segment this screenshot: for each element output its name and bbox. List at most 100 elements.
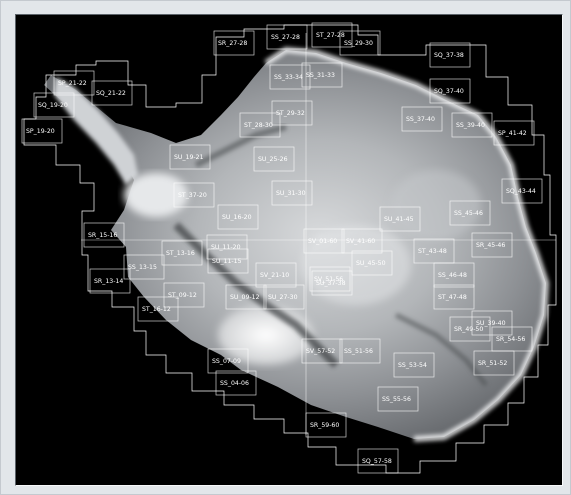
tile-label-su-16-20: SU_16-20 bbox=[222, 214, 252, 221]
tile-box-sr-45-46 bbox=[471, 232, 513, 258]
tile-box-su-16-20 bbox=[217, 204, 259, 230]
tile-box-su-25-26 bbox=[253, 146, 295, 172]
tile-box-st-47-48 bbox=[433, 284, 475, 310]
tile-label-su-25-26: SU_25-26 bbox=[258, 156, 288, 163]
coastal-fringe bbox=[264, 46, 550, 442]
tile-label-st-37-20: ST_37-20 bbox=[178, 192, 207, 199]
tile-label-sq-37-40: SQ_37-40 bbox=[434, 88, 464, 95]
tile-box-ss-13-15 bbox=[123, 254, 165, 280]
tile-box-ss-46-48 bbox=[433, 262, 475, 288]
tile-box-st-13-16 bbox=[161, 240, 203, 266]
tile-box-ss-33-34 bbox=[269, 64, 311, 90]
tile-label-st-28-30: ST_28-30 bbox=[244, 122, 273, 129]
tile-box-sq-19-20 bbox=[33, 92, 75, 118]
tile-label-ss-53-54: SS_53-54 bbox=[398, 362, 427, 369]
ronne-ice-shelf bbox=[124, 173, 188, 217]
tile-label-su-11-15: SU_11-15 bbox=[212, 258, 242, 265]
tile-label-sr-54-56: SR_54-56 bbox=[496, 336, 525, 343]
tile-label-sr-13-14: SR_13-14 bbox=[94, 278, 123, 285]
tile-label-ss-07-09: SS_07-09 bbox=[212, 358, 241, 365]
tile-label-sv-51-56: SV_51-56 bbox=[314, 276, 343, 283]
tile-box-ss-51-56 bbox=[339, 338, 381, 364]
tile-box-ss-31-33 bbox=[301, 62, 343, 88]
tile-box-su-31-30 bbox=[271, 180, 313, 206]
tile-label-ss-51-56: SS_51-56 bbox=[344, 348, 373, 355]
tile-box-sv-01-60 bbox=[303, 228, 345, 254]
tile-box-sq-21-22 bbox=[91, 80, 133, 106]
tile-label-sq-37-38: SQ_37-38 bbox=[434, 52, 464, 59]
ross-ice-shelf bbox=[218, 305, 314, 365]
tile-label-su-37-38: SU_37-38 bbox=[316, 280, 346, 287]
tile-box-sp-19-20 bbox=[21, 118, 63, 144]
tile-box-sv-21-10 bbox=[255, 262, 297, 288]
tile-label-su-41-45: SU_41-45 bbox=[384, 216, 414, 223]
tile-label-st-29-32: ST_29-32 bbox=[276, 110, 305, 117]
tile-box-ss-53-54 bbox=[393, 352, 435, 378]
tile-label-su-11-20: SU_11-20 bbox=[211, 244, 241, 251]
tile-label-st-43-48: ST_43-48 bbox=[418, 248, 447, 255]
tile-box-su-11-20 bbox=[206, 234, 248, 260]
tile-label-sv-41-60: SV_41-60 bbox=[346, 238, 375, 245]
tile-mosaic-boundary bbox=[23, 24, 557, 474]
tile-label-sr-59-60: SR_59-60 bbox=[310, 422, 339, 429]
tile-label-ss-04-06: SS_04-06 bbox=[220, 380, 249, 387]
tile-box-su-39-40 bbox=[471, 310, 513, 336]
tile-box-su-19-21 bbox=[169, 144, 211, 170]
tile-box-st-16-12 bbox=[137, 296, 179, 322]
tile-label-sr-27-28: SR_27-28 bbox=[218, 40, 247, 47]
tile-label-sp-21-22: SP_21-22 bbox=[58, 80, 87, 87]
tile-label-ss-45-46: SS_45-46 bbox=[454, 210, 483, 217]
tile-label-sv-21-10: SV_21-10 bbox=[260, 272, 289, 279]
tile-box-su-37-38 bbox=[311, 270, 353, 296]
tile-label-sv-57-52: SV_57-52 bbox=[306, 348, 335, 355]
tile-label-ss-33-34: SS_33-34 bbox=[274, 74, 303, 81]
antarctic-peninsula bbox=[54, 77, 138, 185]
tile-box-sr-15-16 bbox=[83, 222, 125, 248]
tile-label-ss-55-56: SS_55-56 bbox=[382, 396, 411, 403]
tile-label-st-16-12: ST_16-12 bbox=[142, 306, 171, 313]
tile-label-sq-19-20: SQ_19-20 bbox=[38, 102, 68, 109]
tile-box-ss-39-40 bbox=[451, 112, 493, 138]
tile-label-sr-49-50: SR_49-50 bbox=[454, 326, 483, 333]
tile-box-sr-27-28 bbox=[213, 30, 255, 56]
tile-label-st-09-12: ST_09-12 bbox=[168, 292, 197, 299]
tile-box-sr-49-50 bbox=[449, 316, 491, 342]
tile-label-sr-15-16: SR_15-16 bbox=[88, 232, 117, 239]
tile-box-st-27-28 bbox=[311, 22, 353, 48]
tile-box-st-29-32 bbox=[271, 100, 313, 126]
tile-box-ss-55-56 bbox=[377, 386, 419, 412]
tile-box-st-09-12 bbox=[163, 282, 205, 308]
tile-box-sq-37-38 bbox=[429, 42, 471, 68]
tile-box-ss-07-09 bbox=[207, 348, 249, 374]
tile-box-sq-43-44 bbox=[501, 178, 543, 204]
tile-box-ss-29-30 bbox=[339, 30, 381, 56]
tile-box-su-41-45 bbox=[379, 206, 421, 232]
tile-box-su-09-12 bbox=[225, 284, 267, 310]
tile-box-sv-51-56 bbox=[309, 266, 351, 292]
tile-box-sv-57-52 bbox=[301, 338, 343, 364]
tile-label-ss-29-30: SS_29-30 bbox=[344, 40, 373, 47]
tile-label-su-45-50: SU_45-50 bbox=[356, 260, 386, 267]
tile-label-su-19-21: SU_19-21 bbox=[174, 154, 204, 161]
tile-box-sq-37-40 bbox=[429, 78, 471, 104]
tile-box-sp-41-42 bbox=[493, 120, 535, 146]
tile-box-sr-13-14 bbox=[89, 268, 131, 294]
tile-box-su-45-50 bbox=[351, 250, 393, 276]
tile-box-su-27-30 bbox=[263, 284, 305, 310]
tile-box-ss-04-06 bbox=[215, 370, 257, 396]
tile-label-ss-37-40: SS_37-40 bbox=[406, 116, 435, 123]
tile-box-sq-57-58 bbox=[357, 448, 399, 474]
map-image-panel: SR_27-28 SS_27-28 ST_27-28 SS_29-30 SS_31-33… bbox=[15, 14, 563, 486]
tile-box-sr-59-60 bbox=[305, 412, 347, 438]
tile-box-st-37-20 bbox=[173, 182, 215, 208]
tile-label-sq-21-22: SQ_21-22 bbox=[96, 90, 126, 97]
tile-label-sp-19-20: SP_19-20 bbox=[26, 128, 55, 135]
tile-box-su-11-15 bbox=[207, 248, 249, 274]
tile-label-sq-57-58: SQ_57-58 bbox=[362, 458, 392, 465]
tile-label-st-47-48: ST_47-48 bbox=[438, 294, 467, 301]
tile-box-ss-45-46 bbox=[449, 200, 491, 226]
tile-box-sv-41-60 bbox=[341, 228, 383, 254]
tile-label-su-27-30: SU_27-30 bbox=[268, 294, 298, 301]
